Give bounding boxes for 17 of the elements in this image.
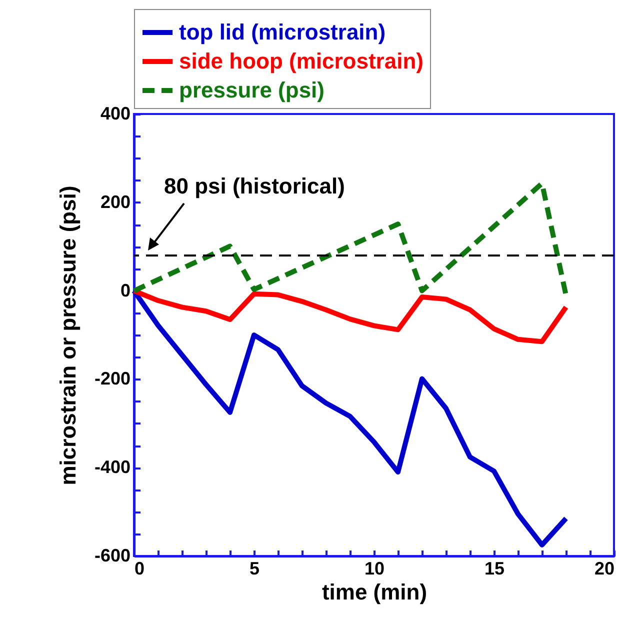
y-tick-label: -400 bbox=[94, 457, 130, 478]
y-tick-label: 400 bbox=[100, 104, 130, 124]
x-axis-title: time (min) bbox=[322, 580, 428, 604]
y-axis-title: microstrain or pressure (psi) bbox=[55, 186, 80, 486]
y-tick-label: 0 bbox=[120, 280, 130, 300]
y-tick-label: -200 bbox=[94, 368, 130, 389]
x-tick-label: 10 bbox=[364, 558, 385, 578]
x-tick-label: 15 bbox=[484, 558, 505, 578]
x-tick-label: 20 bbox=[594, 558, 614, 578]
legend-label: pressure (psi) bbox=[179, 78, 324, 102]
legend-label: top lid (microstrain) bbox=[179, 20, 386, 44]
y-tick-label: 200 bbox=[100, 192, 130, 212]
x-tick-label: 0 bbox=[134, 558, 145, 578]
legend-label: side hoop (microstrain) bbox=[179, 48, 424, 74]
y-tick-label: -600 bbox=[94, 546, 130, 566]
annotation: 80 psi (historical) bbox=[164, 173, 345, 198]
x-tick-label: 5 bbox=[249, 558, 260, 578]
